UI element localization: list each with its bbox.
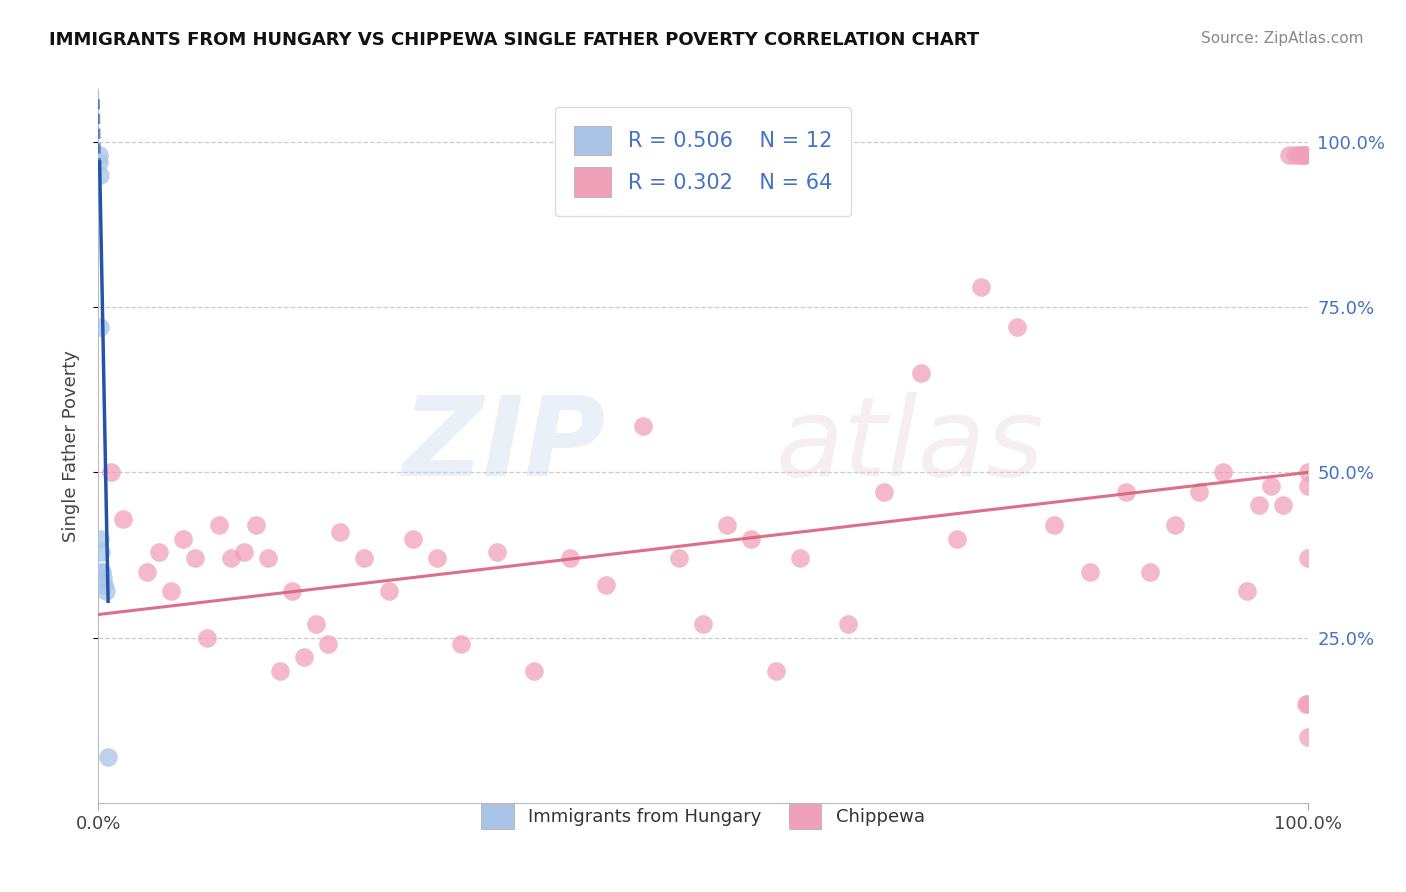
- Point: [1296, 697, 1319, 711]
- Point: [523, 664, 546, 678]
- Point: [94, 584, 117, 599]
- Point: [269, 664, 291, 678]
- Text: atlas: atlas: [776, 392, 1045, 500]
- Point: [1249, 499, 1271, 513]
- Point: [1296, 478, 1319, 492]
- Point: [91, 571, 114, 585]
- Point: [135, 565, 157, 579]
- Point: [292, 650, 315, 665]
- Point: [148, 545, 170, 559]
- Point: [256, 551, 278, 566]
- Point: [946, 532, 969, 546]
- Point: [402, 532, 425, 546]
- Point: [486, 545, 509, 559]
- Point: [1212, 466, 1234, 480]
- Point: [631, 419, 654, 434]
- Point: [1115, 485, 1137, 500]
- Point: [89, 168, 111, 182]
- Point: [221, 551, 243, 566]
- Point: [1292, 148, 1315, 162]
- Point: [668, 551, 690, 566]
- Point: [184, 551, 207, 566]
- Point: [692, 617, 714, 632]
- Point: [837, 617, 859, 632]
- Point: [245, 518, 267, 533]
- Point: [1296, 730, 1319, 744]
- Point: [1163, 518, 1185, 533]
- Point: [1007, 320, 1029, 334]
- Point: [740, 532, 762, 546]
- Point: [1294, 148, 1316, 162]
- Point: [100, 466, 122, 480]
- Point: [160, 584, 183, 599]
- Point: [353, 551, 375, 566]
- Point: [1295, 697, 1317, 711]
- Point: [426, 551, 449, 566]
- Point: [90, 565, 112, 579]
- Text: Source: ZipAtlas.com: Source: ZipAtlas.com: [1201, 31, 1364, 46]
- Point: [595, 578, 617, 592]
- Point: [1296, 551, 1319, 566]
- Legend: Immigrants from Hungary, Chippewa: Immigrants from Hungary, Chippewa: [467, 789, 939, 844]
- Point: [1284, 148, 1306, 162]
- Point: [1260, 478, 1282, 492]
- Text: ZIP: ZIP: [402, 392, 606, 500]
- Point: [97, 749, 120, 764]
- Point: [910, 367, 932, 381]
- Point: [316, 637, 339, 651]
- Point: [558, 551, 581, 566]
- Text: IMMIGRANTS FROM HUNGARY VS CHIPPEWA SINGLE FATHER POVERTY CORRELATION CHART: IMMIGRANTS FROM HUNGARY VS CHIPPEWA SING…: [49, 31, 980, 49]
- Point: [89, 154, 111, 169]
- Point: [91, 565, 114, 579]
- Point: [1139, 565, 1161, 579]
- Point: [1272, 499, 1295, 513]
- Point: [90, 545, 112, 559]
- Point: [765, 664, 787, 678]
- Point: [281, 584, 304, 599]
- Point: [873, 485, 896, 500]
- Point: [1078, 565, 1101, 579]
- Point: [1236, 584, 1258, 599]
- Point: [970, 280, 993, 294]
- Point: [1188, 485, 1211, 500]
- Point: [87, 148, 110, 162]
- Point: [789, 551, 811, 566]
- Point: [208, 518, 231, 533]
- Point: [111, 511, 134, 525]
- Point: [1278, 148, 1301, 162]
- Point: [305, 617, 328, 632]
- Point: [716, 518, 738, 533]
- Point: [1042, 518, 1064, 533]
- Point: [1296, 466, 1319, 480]
- Point: [377, 584, 399, 599]
- Point: [195, 631, 218, 645]
- Point: [329, 524, 352, 539]
- Point: [450, 637, 472, 651]
- Point: [93, 578, 115, 592]
- Y-axis label: Single Father Poverty: Single Father Poverty: [62, 350, 80, 542]
- Point: [1288, 148, 1310, 162]
- Point: [1291, 148, 1313, 162]
- Point: [89, 532, 111, 546]
- Point: [172, 532, 194, 546]
- Point: [89, 320, 111, 334]
- Point: [232, 545, 254, 559]
